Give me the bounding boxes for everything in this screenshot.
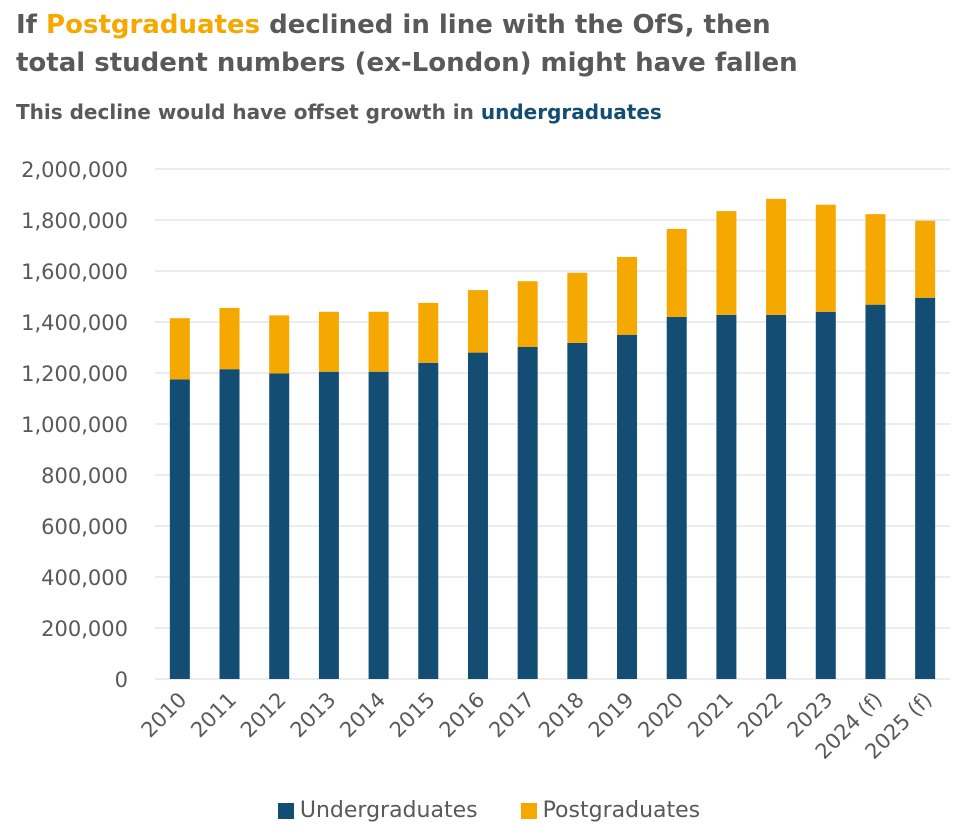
bar-undergraduates: [617, 334, 638, 679]
chart-title: If Postgraduates declined in line with t…: [16, 6, 966, 82]
y-tick-label: 1,800,000: [21, 209, 128, 233]
bar-postgraduates: [269, 315, 290, 374]
bar-undergraduates: [418, 362, 439, 679]
bar-undergraduates: [865, 304, 886, 679]
bar-postgraduates: [716, 211, 737, 315]
bar-postgraduates: [617, 256, 638, 335]
subtitle-highlight-undergraduates: undergraduates: [480, 100, 662, 124]
bar-undergraduates: [915, 297, 936, 679]
bar-undergraduates: [318, 371, 339, 679]
subtitle-prefix: This decline would have offset growth in: [16, 100, 481, 124]
y-tick-label: 600,000: [41, 515, 128, 539]
bar-undergraduates: [269, 373, 290, 679]
y-tick-label: 1,600,000: [21, 260, 128, 284]
title-prefix: If: [16, 10, 47, 40]
y-tick-label: 200,000: [41, 617, 128, 641]
bar-undergraduates: [567, 342, 588, 679]
title-line-2: total student numbers (ex-London) might …: [16, 48, 798, 78]
x-tick-label: 2018: [534, 688, 589, 743]
x-tick-label: 2022: [733, 688, 788, 743]
y-tick-label: 1,400,000: [21, 311, 128, 335]
bar-postgraduates: [567, 272, 588, 343]
y-tick-label: 2,000,000: [21, 158, 128, 182]
chart-subtitle: This decline would have offset growth in…: [16, 100, 662, 124]
bar-undergraduates: [467, 352, 488, 679]
y-axis-labels: 0 200,000 400,000 600,000 800,000 1,000,000 1,…: [21, 158, 128, 692]
legend-label-undergraduates: Undergraduates: [299, 798, 478, 823]
bar-postgraduates: [666, 228, 687, 317]
bar-postgraduates: [169, 318, 190, 380]
bar-postgraduates: [815, 204, 836, 312]
legend-swatch-postgraduates: [520, 802, 537, 819]
bar-undergraduates: [766, 314, 787, 679]
title-suffix: declined in line with the OfS, then: [260, 10, 771, 40]
x-tick-label: 2013: [286, 688, 341, 743]
bar-postgraduates: [766, 198, 787, 315]
x-tick-label: 2019: [584, 688, 639, 743]
x-tick-label: 2021: [683, 688, 738, 743]
y-tick-label: 800,000: [41, 464, 128, 488]
y-tick-label: 1,000,000: [21, 413, 128, 437]
bar-postgraduates: [865, 214, 886, 305]
y-tick-label: 400,000: [41, 566, 128, 590]
x-tick-label: 2020: [633, 688, 688, 743]
bar-postgraduates: [915, 220, 936, 298]
title-highlight-postgraduates: Postgraduates: [46, 10, 261, 40]
x-tick-label: 2011: [186, 688, 241, 743]
x-tick-label: 2015: [385, 688, 440, 743]
bar-postgraduates: [368, 311, 389, 372]
bar-undergraduates: [716, 314, 737, 679]
legend: Undergraduates Postgraduates: [0, 798, 978, 825]
bar-undergraduates: [815, 311, 836, 679]
bar-undergraduates: [666, 316, 687, 679]
bar-postgraduates: [517, 281, 538, 347]
legend-item-undergraduates: Undergraduates: [277, 798, 478, 823]
legend-swatch-undergraduates: [277, 802, 294, 819]
x-tick-label: 2017: [484, 688, 539, 743]
bar-undergraduates: [219, 369, 240, 679]
x-tick-label: 2016: [435, 688, 490, 743]
bar-postgraduates: [467, 290, 488, 353]
bar-postgraduates: [418, 302, 439, 363]
legend-label-postgraduates: Postgraduates: [542, 798, 701, 823]
bar-undergraduates: [368, 371, 389, 679]
y-tick-label: 0: [115, 668, 128, 692]
y-tick-label: 1,200,000: [21, 362, 128, 386]
bars: [169, 198, 936, 679]
x-tick-label: 2010: [137, 688, 192, 743]
x-tick-label: 2012: [236, 688, 291, 743]
bar-postgraduates: [219, 307, 240, 370]
legend-item-postgraduates: Postgraduates: [520, 798, 701, 823]
x-axis-labels: 2010201120122013201420152016201720182019…: [137, 688, 937, 764]
bar-undergraduates: [517, 346, 538, 679]
bar-postgraduates: [318, 311, 339, 372]
x-tick-label: 2014: [335, 688, 390, 743]
bar-undergraduates: [169, 379, 190, 679]
